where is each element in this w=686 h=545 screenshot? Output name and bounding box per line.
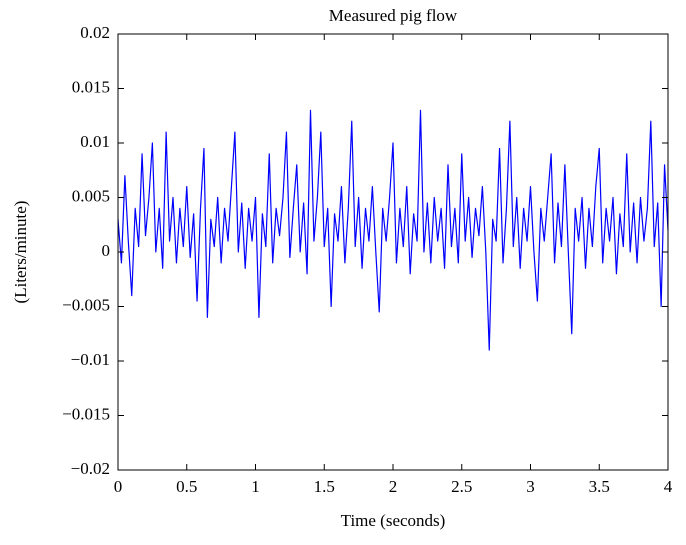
x-tick-label: 0.5 (176, 477, 197, 496)
data-line (117, 109, 669, 351)
y-tick-label: −0.015 (62, 404, 110, 423)
x-tick-label: 3 (526, 477, 535, 496)
y-tick-label: 0.02 (80, 23, 110, 42)
x-tick-label: 4 (664, 477, 673, 496)
x-tick-label: 2.5 (451, 477, 472, 496)
x-tick-label: 2 (389, 477, 398, 496)
y-axis-label: (Liters/minute) (11, 201, 30, 304)
x-tick-label: 0 (114, 477, 123, 496)
x-tick-label: 3.5 (589, 477, 610, 496)
y-tick-label: 0 (102, 241, 111, 260)
y-tick-label: −0.01 (71, 350, 110, 369)
y-tick-label: −0.005 (62, 295, 110, 314)
chart-title: Measured pig flow (329, 6, 458, 25)
x-tick-label: 1.5 (314, 477, 335, 496)
y-tick-label: −0.02 (71, 459, 110, 478)
x-tick-label: 1 (251, 477, 260, 496)
y-tick-label: 0.015 (72, 77, 110, 96)
y-tick-label: 0.005 (72, 186, 110, 205)
y-tick-label: 0.01 (80, 132, 110, 151)
x-axis-label: Time (seconds) (341, 511, 446, 530)
